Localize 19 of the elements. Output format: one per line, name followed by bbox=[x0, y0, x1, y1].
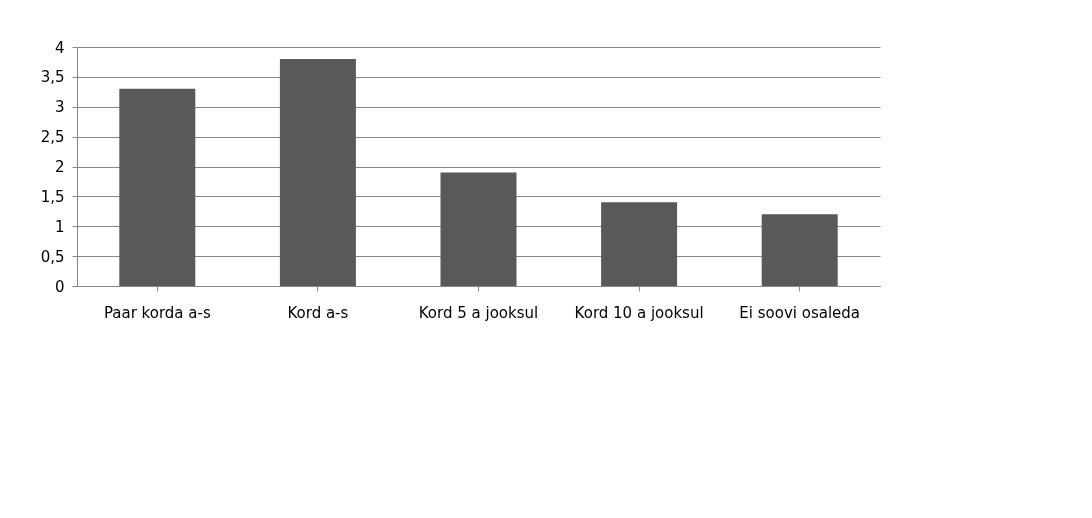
y-tick-label: 3 bbox=[54, 98, 65, 117]
y-tick-label: 4 bbox=[54, 38, 65, 57]
bar bbox=[119, 88, 196, 286]
bar bbox=[601, 202, 678, 286]
y-tick-label: 1 bbox=[54, 217, 65, 236]
y-tick-label: 0 bbox=[54, 277, 65, 296]
y-tick-label: 2 bbox=[54, 158, 65, 176]
y-tick-label: 1,5 bbox=[40, 187, 65, 206]
x-tick-label: Kord 10 a jooksul bbox=[574, 303, 704, 322]
x-tick-label: Paar korda a-s bbox=[103, 303, 211, 322]
y-tick-label: 2,5 bbox=[40, 128, 65, 147]
bar bbox=[440, 172, 517, 286]
bar bbox=[279, 58, 356, 286]
y-tick-label: 3,5 bbox=[40, 68, 65, 87]
x-tick-label: Kord a-s bbox=[287, 303, 349, 322]
x-tick-label: Kord 5 a jooksul bbox=[418, 303, 539, 322]
x-tick-label: Ei soovi osaleda bbox=[739, 303, 861, 322]
bar bbox=[761, 214, 838, 286]
y-tick-label: 0,5 bbox=[40, 247, 65, 266]
